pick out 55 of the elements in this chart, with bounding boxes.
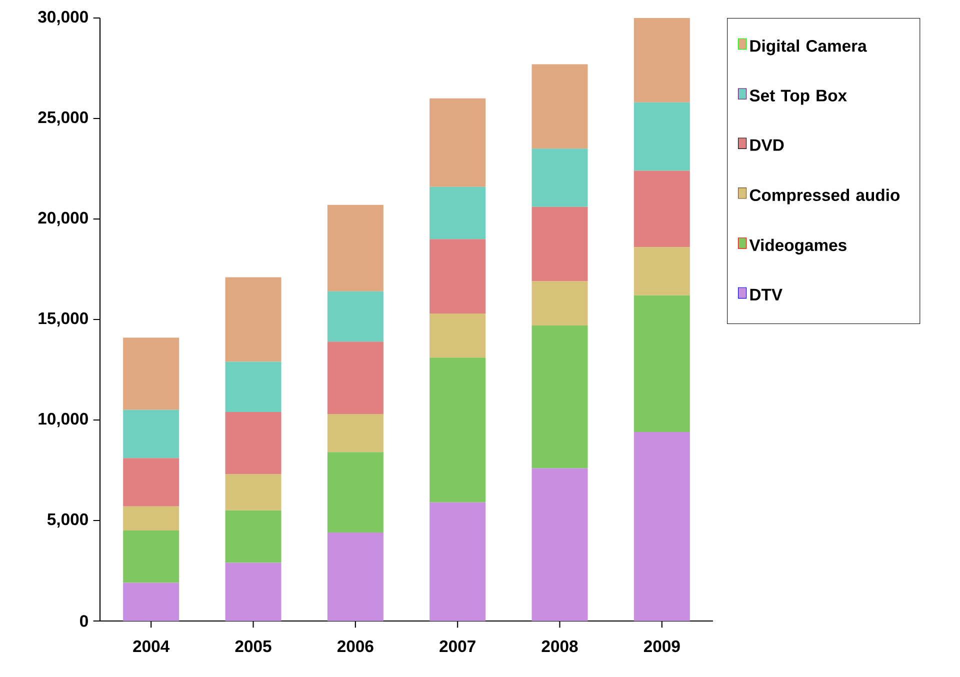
bar xyxy=(634,432,690,621)
bar xyxy=(430,186,486,240)
x-tick-label: 2006 xyxy=(337,640,374,652)
x-tick-label: 2007 xyxy=(440,640,476,652)
bar xyxy=(532,148,588,207)
bar xyxy=(327,291,384,342)
bar xyxy=(225,510,282,563)
y-tick-label: 20,000 xyxy=(38,212,88,226)
legend-label: DTV xyxy=(750,288,782,300)
bar xyxy=(123,582,180,621)
y-tick-label: 25,000 xyxy=(38,111,88,126)
y-tick-label: 10,000 xyxy=(38,412,88,428)
bar xyxy=(634,295,690,432)
bar xyxy=(327,532,384,621)
bar xyxy=(327,452,384,533)
bar xyxy=(225,362,282,412)
bar xyxy=(532,326,588,468)
y-tick-label: 15,000 xyxy=(38,312,88,327)
bar xyxy=(327,204,384,292)
bar xyxy=(327,414,384,452)
bar xyxy=(225,412,282,474)
bar xyxy=(123,338,180,410)
bar xyxy=(225,474,282,510)
bar xyxy=(430,502,486,621)
bar xyxy=(532,281,588,326)
bar xyxy=(430,358,486,502)
bar xyxy=(123,506,180,531)
bar xyxy=(532,206,588,282)
bar xyxy=(123,410,180,458)
legend-label: Compressed audio xyxy=(750,188,900,204)
legend-label: Digital Camera xyxy=(750,40,867,56)
bar xyxy=(430,313,486,358)
legend-label: DVD xyxy=(750,139,784,151)
bar xyxy=(430,98,486,187)
bar xyxy=(123,530,180,583)
bar xyxy=(532,64,588,149)
legend-label: Videogames xyxy=(749,238,846,254)
x-tick-label: 2008 xyxy=(542,640,578,652)
bar xyxy=(634,18,690,102)
x-tick-label: 2005 xyxy=(235,640,272,652)
bar xyxy=(225,562,282,621)
legend-label: Set Top Box xyxy=(750,90,847,105)
bar xyxy=(634,247,690,296)
bar xyxy=(123,458,180,506)
bar xyxy=(634,170,690,248)
y-tick-label: 30,000 xyxy=(38,10,88,26)
x-tick-label: 2004 xyxy=(133,640,170,652)
bar xyxy=(634,102,690,171)
bar xyxy=(225,277,282,362)
bar xyxy=(532,468,588,621)
bar xyxy=(327,342,384,414)
y-tick-label: 5,000 xyxy=(47,513,88,528)
x-tick-label: 2009 xyxy=(644,640,680,652)
y-tick-label: 0 xyxy=(80,615,88,627)
bar xyxy=(430,239,486,314)
